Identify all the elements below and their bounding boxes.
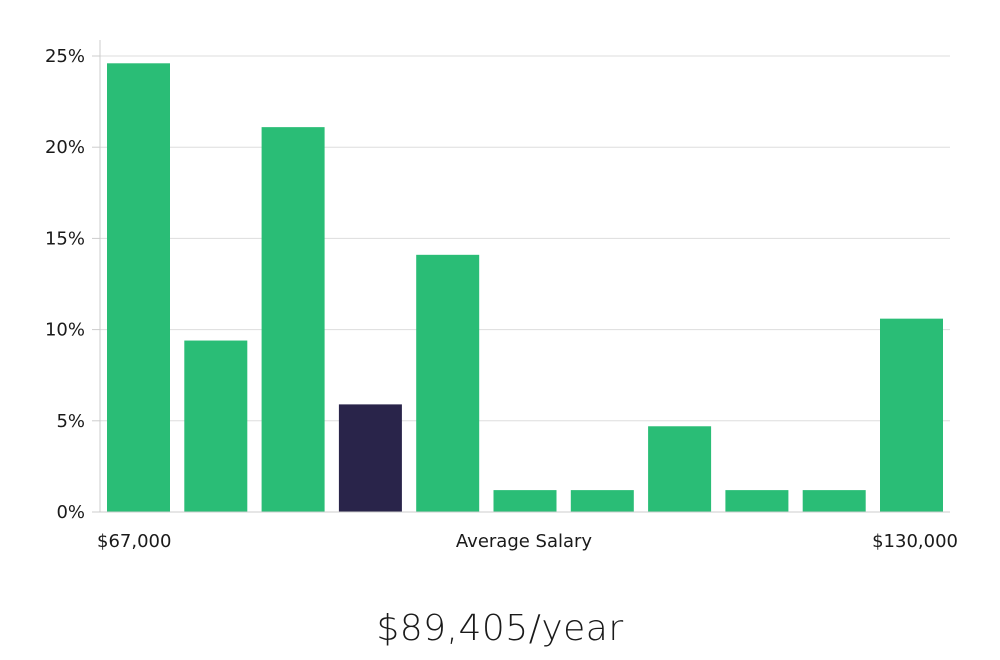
y-tick-label: 0% (56, 502, 85, 523)
average-salary-value: $89,405/year (376, 608, 624, 649)
bar (880, 318, 943, 512)
bar (802, 490, 866, 512)
y-tick-label: 10% (45, 320, 85, 341)
bar (184, 340, 248, 512)
bar (493, 490, 557, 512)
y-tick-label: 20% (45, 137, 85, 158)
bar (261, 127, 325, 513)
y-tick-label: 5% (56, 411, 85, 432)
bar (725, 490, 789, 512)
x-axis-label: Average Salary (456, 531, 593, 552)
x-min-label: $67,000 (97, 531, 171, 552)
salary-distribution-chart: 0%5%10%15%20%25% $67,000 Average Salary … (45, 40, 958, 552)
bar (648, 426, 712, 512)
bar (570, 490, 634, 512)
bar-highlight (338, 404, 402, 512)
bars (100, 63, 950, 513)
y-axis-ticks: 0% 5% 10% 15% 20% 25% (45, 46, 100, 523)
y-tick-label: 25% (45, 46, 85, 67)
y-tick-label: 15% (45, 228, 85, 249)
x-max-label: $130,000 (872, 531, 958, 552)
bar (416, 254, 480, 513)
bar (107, 63, 170, 513)
